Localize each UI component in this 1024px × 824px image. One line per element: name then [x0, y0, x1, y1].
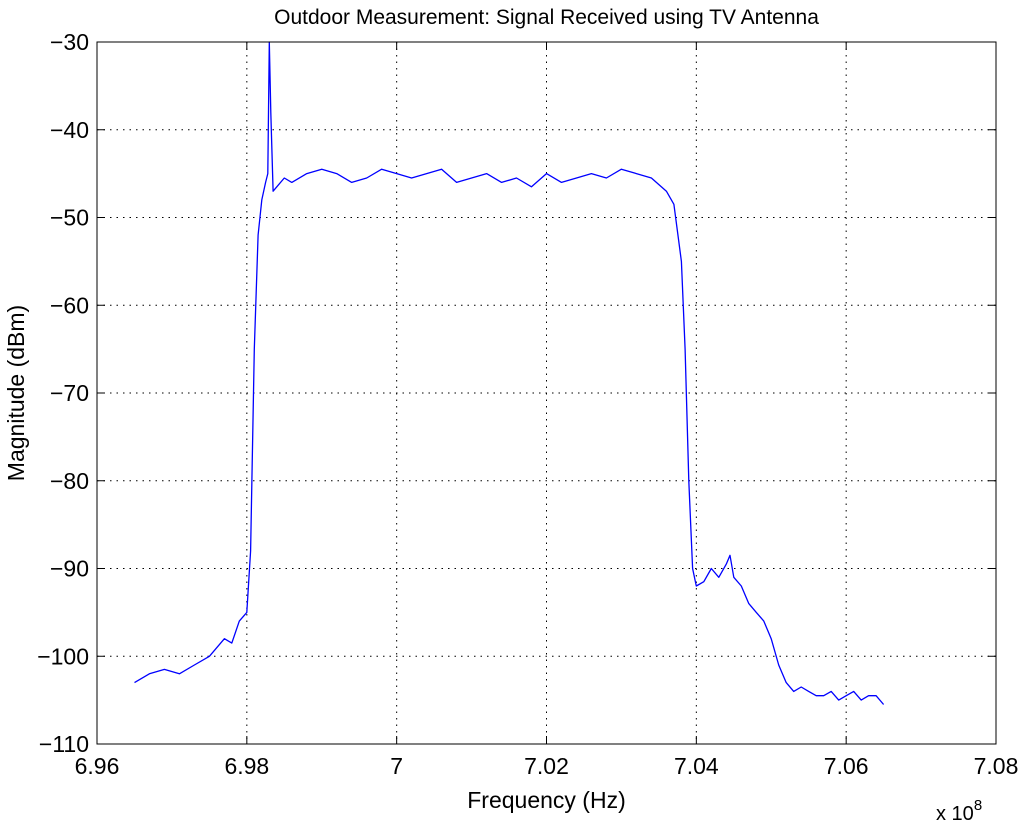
- x-tick-label: 7: [390, 753, 403, 779]
- y-axis-label: Magnitude (dBm): [3, 305, 29, 481]
- y-tick-label: −80: [50, 468, 89, 494]
- y-tick-label: −30: [50, 29, 89, 55]
- y-tick-label: −40: [50, 117, 89, 143]
- x-tick-label: 7.08: [974, 753, 1019, 779]
- y-tick-label: −50: [50, 205, 89, 231]
- x-tick-label: 7.06: [824, 753, 869, 779]
- y-tick-label: −90: [50, 556, 89, 582]
- x-tick-label: 6.96: [75, 753, 120, 779]
- x-tick-label: 7.04: [674, 753, 719, 779]
- plot-area: [134, 41, 885, 705]
- signal-series-line: [134, 41, 885, 705]
- axis-ticks: 6.96 6.98 7 7.02 7.04 7.06 7.08 −30 −40 −50 −60 −70…: [37, 29, 1018, 779]
- y-tick-label: −60: [50, 292, 89, 318]
- chart-title: Outdoor Measurement: Signal Received usi…: [274, 6, 819, 29]
- x-axis-multiplier-base: x 10: [936, 803, 974, 824]
- x-tick-label: 7.02: [524, 753, 569, 779]
- x-axis-label: Frequency (Hz): [467, 787, 625, 813]
- y-tick-label: −110: [39, 731, 89, 757]
- y-tick-label: −100: [37, 643, 89, 669]
- x-tick-label: 6.98: [224, 753, 269, 779]
- grid: [97, 42, 996, 744]
- x-axis-multiplier: x 108: [936, 797, 982, 824]
- y-tick-label: −70: [50, 380, 89, 406]
- x-axis-multiplier-exponent: 8: [974, 797, 982, 814]
